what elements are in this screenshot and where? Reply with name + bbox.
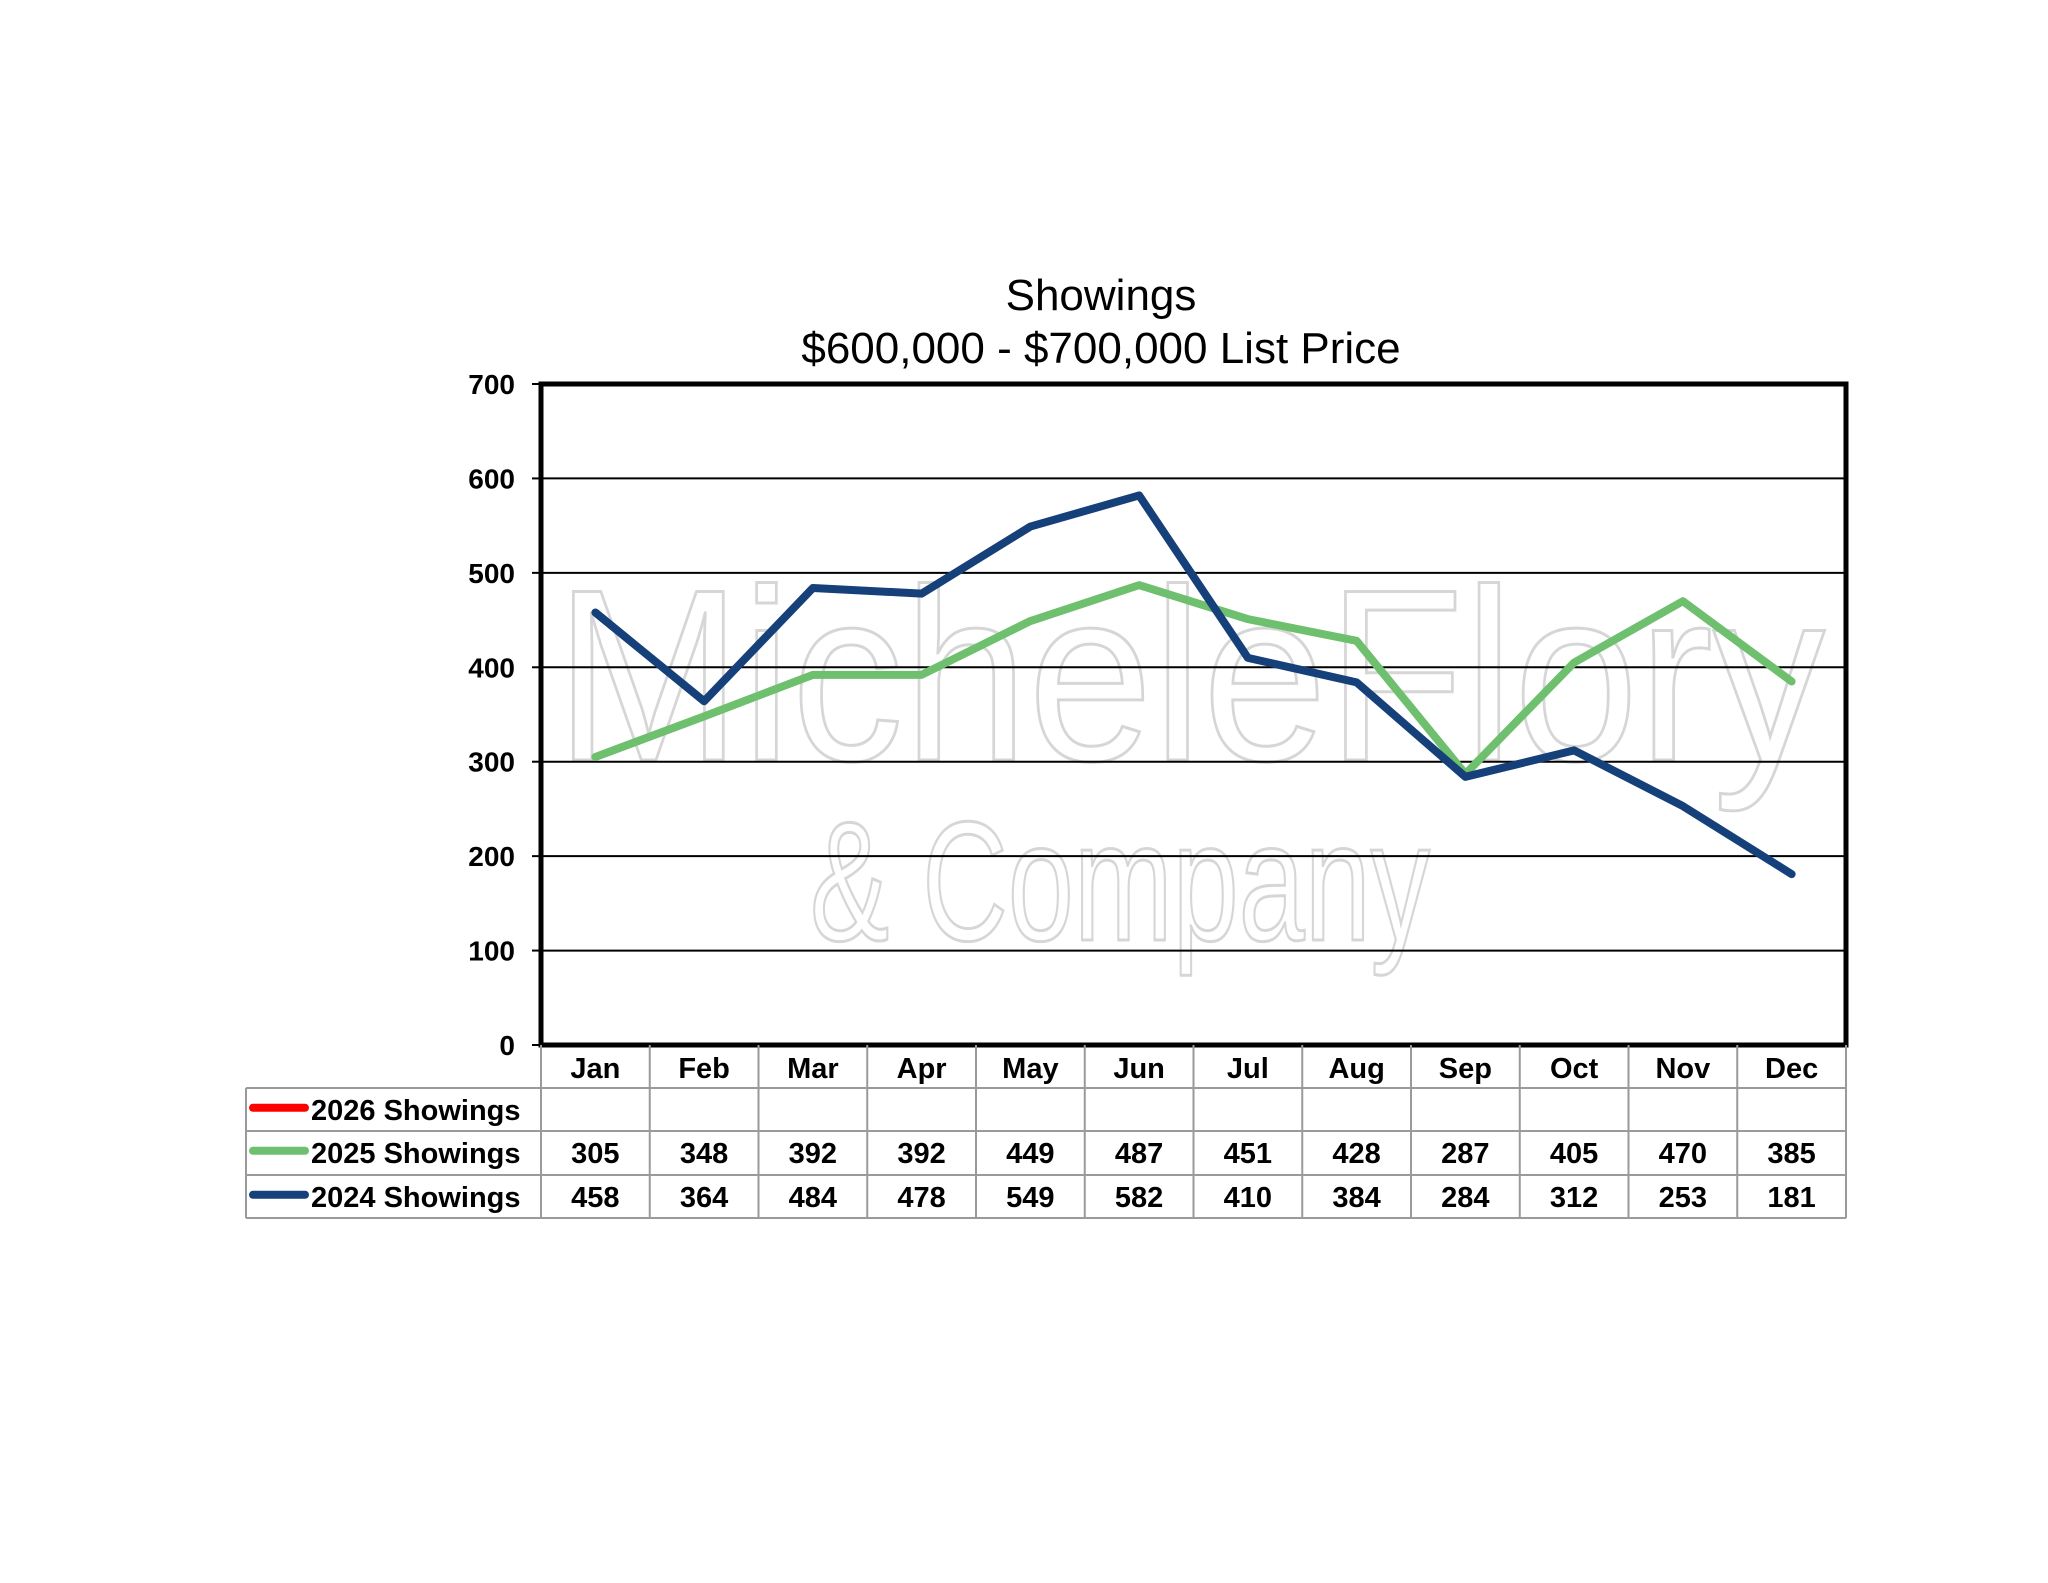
x-tick-label-feb: Feb: [678, 1053, 730, 1085]
table-cell-1-9: 405: [1550, 1138, 1598, 1170]
table-cell-1-7: 428: [1332, 1138, 1380, 1170]
table-cell-1-5: 487: [1115, 1138, 1163, 1170]
chart-subtitle: $600,000 - $700,000 List Price: [801, 324, 1400, 373]
x-tick-label-jan: Jan: [570, 1053, 620, 1085]
table-cell-2-6: 410: [1224, 1182, 1272, 1214]
table-cell-1-1: 348: [680, 1138, 728, 1170]
table-cell-1-0: 305: [571, 1138, 619, 1170]
gridlines: [541, 477, 1846, 952]
series-line-2: [591, 491, 1796, 879]
series-lines: [591, 491, 1796, 879]
table-cell-2-11: 181: [1767, 1182, 1815, 1214]
y-axis-ticks: 0 100 200 300 400 500 600 700: [468, 369, 541, 1061]
table-cell-1-6: 451: [1224, 1138, 1272, 1170]
table-cell-2-5: 582: [1115, 1182, 1163, 1214]
table-cell-2-9: 312: [1550, 1182, 1598, 1214]
table-cell-1-4: 449: [1006, 1138, 1054, 1170]
data-table: Jan Feb Mar Apr May Jun Jul Aug Sep Oct Nov Dec 2026…: [245, 1045, 1847, 1219]
y-tick-label-500: 500: [468, 558, 515, 589]
y-tick-label-300: 300: [468, 747, 515, 778]
x-tick-label-nov: Nov: [1655, 1053, 1710, 1085]
table-cell-1-8: 287: [1441, 1138, 1489, 1170]
y-tick-label-600: 600: [468, 463, 515, 494]
watermark-line1: MicheleFlory: [555, 538, 1825, 812]
table-cell-2-10: 253: [1659, 1182, 1707, 1214]
table-cell-2-2: 484: [789, 1182, 837, 1214]
x-tick-label-apr: Apr: [897, 1053, 947, 1085]
x-tick-label-oct: Oct: [1550, 1053, 1599, 1085]
y-tick-label-700: 700: [468, 369, 515, 400]
watermark-line2: & Company: [810, 787, 1430, 977]
table-cell-1-3: 392: [897, 1138, 945, 1170]
y-tick-label-100: 100: [468, 936, 515, 967]
table-cell-2-7: 384: [1332, 1182, 1380, 1214]
x-tick-label-dec: Dec: [1765, 1053, 1818, 1085]
y-tick-label-200: 200: [468, 841, 515, 872]
x-tick-label-sep: Sep: [1439, 1053, 1492, 1085]
x-tick-label-aug: Aug: [1328, 1053, 1384, 1085]
table-cell-1-11: 385: [1767, 1138, 1815, 1170]
company-watermark: MicheleFlory & Company: [554, 537, 1827, 979]
table-cell-1-2: 392: [789, 1138, 837, 1170]
x-tick-label-may: May: [1002, 1053, 1058, 1085]
x-tick-label-mar: Mar: [787, 1053, 839, 1085]
x-tick-label-jun: Jun: [1113, 1053, 1165, 1085]
y-tick-label-400: 400: [468, 652, 515, 683]
legend-label-2: 2024 Showings: [311, 1182, 521, 1214]
table-cell-2-4: 549: [1006, 1182, 1054, 1214]
y-tick-label-0: 0: [499, 1030, 515, 1061]
series-line-1: [591, 581, 1796, 778]
x-tick-label-jul: Jul: [1227, 1053, 1269, 1085]
table-cell-2-8: 284: [1441, 1182, 1489, 1214]
table-cell-2-0: 458: [571, 1182, 619, 1214]
table-cell-2-3: 478: [897, 1182, 945, 1214]
legend-label-0: 2026 Showings: [311, 1095, 521, 1127]
legend-label-1: 2025 Showings: [311, 1138, 521, 1170]
chart-title: Showings: [1006, 271, 1197, 320]
table-cell-2-1: 364: [680, 1182, 728, 1214]
table-cell-1-10: 470: [1659, 1138, 1707, 1170]
